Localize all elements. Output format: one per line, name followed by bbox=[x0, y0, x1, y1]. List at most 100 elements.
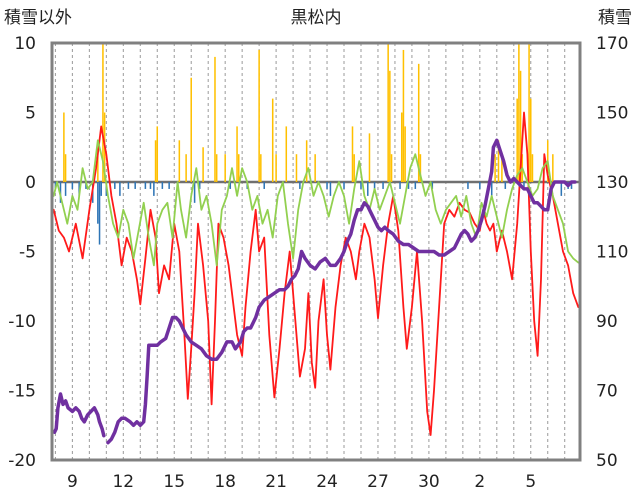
snow_change-bar bbox=[114, 182, 116, 189]
snow_change-bar bbox=[198, 182, 201, 189]
precip-bar bbox=[528, 43, 530, 182]
snow_change-bar bbox=[407, 182, 410, 189]
snow_change-bar bbox=[100, 182, 102, 196]
snow_change-bar bbox=[149, 182, 152, 189]
precip-bar bbox=[295, 154, 298, 182]
precip-bar bbox=[178, 140, 181, 182]
right-axis-title: 積雪 bbox=[598, 8, 632, 28]
right-tick-label: 110 bbox=[596, 243, 628, 263]
left-tick-label: -20 bbox=[8, 451, 36, 471]
precip-bar bbox=[390, 154, 393, 182]
precip-bar bbox=[236, 126, 238, 182]
right-tick-label: 50 bbox=[596, 451, 618, 471]
x-tick-label: 12 bbox=[112, 472, 134, 492]
snow_change-bar bbox=[382, 182, 384, 189]
x-tick-label: 18 bbox=[214, 472, 236, 492]
max_temp-line bbox=[52, 111, 580, 436]
precip-bar bbox=[530, 98, 532, 182]
precip-bar bbox=[400, 112, 403, 182]
precip-bar bbox=[404, 126, 406, 182]
right-tick-labels: 170 150 130 110 90 70 50 bbox=[596, 34, 628, 471]
plot-frame bbox=[50, 41, 582, 462]
snow_change-bar bbox=[229, 182, 232, 189]
snow_change-bar bbox=[490, 182, 493, 196]
snow_change-bar bbox=[134, 182, 136, 189]
left-tick-label: 0 bbox=[25, 173, 36, 193]
snow_change-bar bbox=[367, 182, 369, 196]
precip-bar bbox=[419, 154, 422, 182]
precip-bar bbox=[351, 126, 354, 182]
precip-bar bbox=[389, 70, 391, 182]
precip-bar bbox=[190, 77, 192, 182]
min_temp-line bbox=[52, 139, 580, 267]
snow_change-bar bbox=[467, 182, 469, 189]
snow_change-bar bbox=[329, 182, 332, 196]
snow_change-bar bbox=[263, 182, 265, 189]
precip-bar bbox=[260, 154, 262, 182]
snow_change-bar bbox=[127, 182, 130, 189]
precip-bar bbox=[285, 126, 288, 182]
precip-bar bbox=[417, 63, 420, 182]
precip-bar bbox=[501, 154, 503, 182]
precip-bar bbox=[368, 133, 371, 182]
x-tick-label: 30 bbox=[418, 472, 440, 492]
snow_change-bar bbox=[97, 182, 99, 224]
precip-bar bbox=[224, 154, 226, 182]
right-tick-label: 170 bbox=[596, 34, 628, 54]
precip-bar bbox=[154, 140, 157, 182]
precip-bar bbox=[494, 154, 496, 182]
frame-rect bbox=[50, 41, 582, 462]
precip-bar bbox=[215, 154, 218, 182]
snow_change-bar bbox=[193, 182, 196, 203]
precip-bar bbox=[237, 154, 240, 182]
x-tick-label: 5 bbox=[525, 472, 536, 492]
precip-bar bbox=[497, 140, 500, 182]
x-tick-label: 24 bbox=[316, 472, 338, 492]
snow_change-bar bbox=[343, 182, 345, 189]
x-tick-label: 27 bbox=[367, 472, 389, 492]
precip-bar bbox=[214, 56, 216, 182]
right-tick-label: 90 bbox=[596, 312, 618, 332]
snow_change-bar bbox=[479, 182, 481, 189]
right-tick-label: 130 bbox=[596, 173, 628, 193]
x-tick-label: 21 bbox=[265, 472, 287, 492]
precip-bar bbox=[202, 147, 204, 182]
precip-bar bbox=[271, 98, 274, 182]
snow_change-bar bbox=[119, 182, 121, 196]
left-tick-label: 10 bbox=[14, 34, 36, 54]
snow_change-bar bbox=[560, 182, 563, 196]
snow_change-bar bbox=[399, 182, 401, 189]
snow_change-bar bbox=[431, 182, 434, 189]
snow_depth-line bbox=[52, 392, 106, 438]
precip-bar bbox=[519, 70, 522, 182]
right-tick-label: 150 bbox=[596, 104, 628, 124]
left-axis-title: 積雪以外 bbox=[4, 8, 72, 28]
precip-bar bbox=[518, 43, 520, 182]
precip-bar bbox=[552, 154, 554, 182]
precip-bar bbox=[516, 98, 518, 182]
right-tick-label: 70 bbox=[596, 382, 618, 402]
precip-bar bbox=[102, 43, 104, 182]
x-tick-label: 15 bbox=[163, 472, 185, 492]
snow_change-bar bbox=[326, 182, 328, 189]
snow_change-bar bbox=[373, 182, 376, 189]
precip-bar bbox=[156, 126, 159, 182]
snow_change-bar bbox=[161, 182, 164, 189]
precip-bar bbox=[64, 154, 67, 182]
precip-bar bbox=[185, 154, 187, 182]
left-tick-label: -15 bbox=[8, 382, 36, 402]
precip-bar bbox=[275, 154, 277, 182]
precip-bar bbox=[305, 140, 308, 182]
x-tick-labels: 9 12 15 18 21 24 27 30 2 5 bbox=[67, 472, 536, 492]
snow_change-bar bbox=[523, 182, 525, 189]
left-tick-label: 5 bbox=[25, 104, 36, 124]
precip-bar bbox=[402, 49, 405, 183]
snow_change-bar bbox=[98, 182, 101, 245]
left-tick-label: -10 bbox=[8, 312, 36, 332]
snow_change-bar bbox=[64, 182, 67, 196]
bar-layer bbox=[54, 43, 573, 245]
precip-bar bbox=[531, 154, 534, 182]
x-tick-label: 2 bbox=[474, 472, 485, 492]
precip-bar bbox=[63, 112, 65, 182]
